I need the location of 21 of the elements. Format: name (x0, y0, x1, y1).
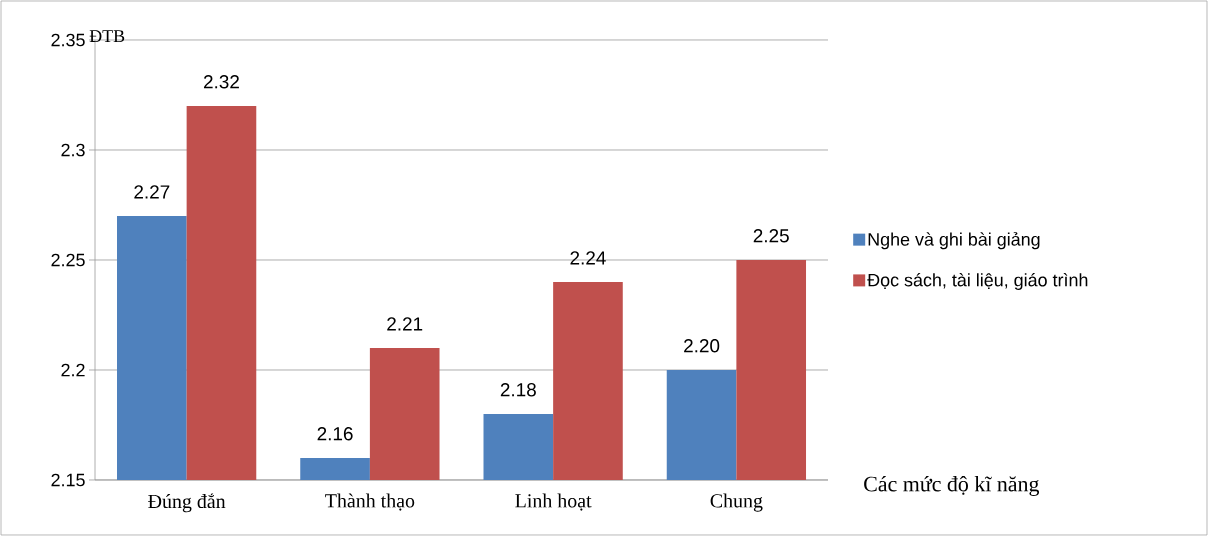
x-tick-label: Chung (710, 493, 763, 512)
x-axis-title: Các mức độ kĩ năng (864, 475, 1040, 496)
y-tick-label: 2.15 (51, 473, 85, 487)
data-label: 2.24 (570, 251, 606, 265)
y-axis-title: ĐTB (89, 30, 125, 42)
y-tick-label: 2.3 (61, 143, 85, 157)
data-label: 2.16 (317, 427, 353, 441)
legend-label: Đọc sách, tài liệu, giáo trình (867, 273, 1088, 290)
data-label: 2.18 (500, 383, 536, 397)
data-label: 2.27 (134, 185, 170, 199)
data-label: 2.20 (684, 339, 720, 353)
y-tick-label: 2.35 (51, 33, 85, 47)
data-label: 2.32 (203, 75, 239, 89)
data-label: 2.25 (753, 229, 789, 243)
data-label: 2.21 (387, 317, 423, 331)
x-tick-label: Đúng đắn (148, 493, 226, 513)
legend-label: Nghe và ghi bài giảng (868, 232, 1040, 250)
x-tick-label: Linh hoạt (515, 493, 592, 511)
y-tick-label: 2.2 (61, 363, 85, 377)
y-tick-label: 2.25 (51, 253, 85, 267)
x-tick-label: Thành thạo (325, 493, 415, 511)
